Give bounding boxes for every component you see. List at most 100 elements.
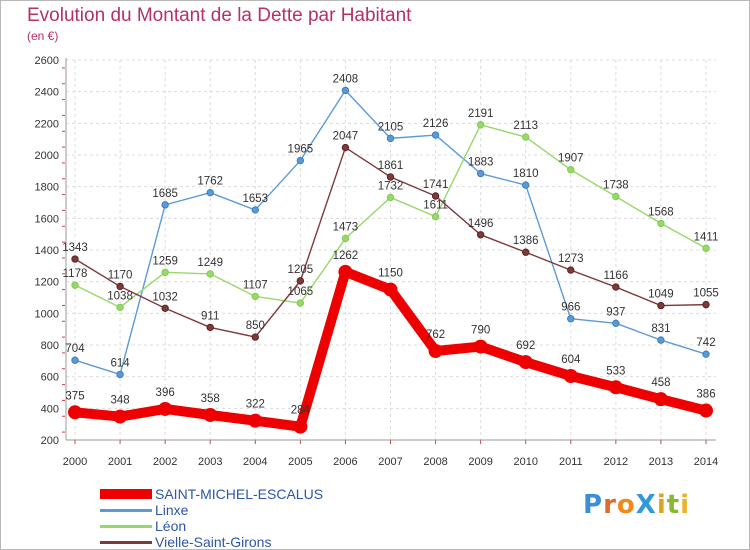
data-label-vielle-saint-girons-2007: 1861 <box>378 160 404 172</box>
series-point-saint-michel-escalus-2012 <box>608 380 623 395</box>
series-point-linxe-2008 <box>431 131 440 139</box>
series-point-vielle-saint-girons-2012 <box>612 283 620 291</box>
data-label-saint-michel-escalus-2007: 1150 <box>378 268 403 280</box>
x-tick-label-2003: 2003 <box>198 456 222 468</box>
series-point-l-on-2009 <box>476 121 485 129</box>
data-label-vielle-saint-girons-2008: 1741 <box>423 179 449 191</box>
series-point-vielle-saint-girons-2003 <box>206 323 214 332</box>
logo-letter: X <box>635 490 657 520</box>
data-label-linxe-2013: 831 <box>651 323 670 335</box>
legend-label-linxe: Linxe <box>155 502 189 518</box>
data-label-l-on-2010: 2113 <box>513 120 538 132</box>
x-tick-label-2000: 2000 <box>63 456 87 468</box>
series-point-l-on-2011 <box>567 166 575 174</box>
data-label-l-on-2004: 1107 <box>243 279 268 291</box>
series-point-l-on-2003 <box>206 270 214 278</box>
series-point-l-on-2001 <box>116 303 124 312</box>
x-tick-label-2001: 2001 <box>108 456 132 468</box>
series-point-l-on-2008 <box>431 212 440 221</box>
series-point-vielle-saint-girons-2006 <box>341 143 350 152</box>
data-label-vielle-saint-girons-2002: 1032 <box>152 291 178 303</box>
data-label-linxe-2014: 742 <box>696 337 715 349</box>
data-label-saint-michel-escalus-2004: 322 <box>246 399 265 411</box>
series-point-vielle-saint-girons-2009 <box>476 231 485 239</box>
data-label-linxe-2009: 1883 <box>468 157 494 169</box>
y-tick-label-1400: 1400 <box>35 245 59 257</box>
series-point-l-on-2012 <box>612 192 620 201</box>
data-label-linxe-2011: 966 <box>561 302 580 314</box>
series-point-linxe-2007 <box>386 134 395 143</box>
chart-title: Evolution du Montant de la Dette par Hab… <box>27 5 412 26</box>
series-point-linxe-2003 <box>206 188 214 197</box>
chart-subtitle: (en €) <box>27 29 59 43</box>
data-label-l-on-2009: 2191 <box>468 108 494 120</box>
data-label-saint-michel-escalus-2006: 1262 <box>333 250 359 262</box>
series-point-linxe-2010 <box>522 181 530 189</box>
data-label-l-on-2013: 1568 <box>648 206 674 218</box>
x-tick-label-2012: 2012 <box>604 456 628 468</box>
logo-letter: i <box>656 490 667 520</box>
series-point-vielle-saint-girons-2004 <box>251 333 259 341</box>
data-label-vielle-saint-girons-2000: 1343 <box>62 242 88 254</box>
data-label-l-on-2011: 1907 <box>558 153 584 165</box>
series-point-vielle-saint-girons-2013 <box>657 301 665 310</box>
data-label-saint-michel-escalus-2000: 375 <box>65 390 84 402</box>
data-label-linxe-2007: 2105 <box>378 121 404 133</box>
series-point-vielle-saint-girons-2010 <box>522 248 530 256</box>
data-label-l-on-2008: 1611 <box>423 200 448 212</box>
series-point-linxe-2014 <box>702 350 710 358</box>
series-point-saint-michel-escalus-2006 <box>338 264 353 279</box>
series-point-linxe-2009 <box>476 169 485 178</box>
series-point-linxe-2002 <box>161 201 169 209</box>
logo-letter: r <box>603 490 617 520</box>
legend: SAINT-MICHEL-ESCALUS Linxe Léon Vielle-Sain… <box>100 486 400 550</box>
y-tick-label-2400: 2400 <box>35 87 59 99</box>
data-label-linxe-2005: 1965 <box>288 144 314 156</box>
series-point-l-on-2005 <box>296 299 305 307</box>
series-point-l-on-2006 <box>341 234 350 243</box>
y-tick-label-1600: 1600 <box>35 213 59 225</box>
data-label-saint-michel-escalus-2005: 284 <box>291 405 311 417</box>
series-point-linxe-2001 <box>116 370 124 379</box>
data-label-saint-michel-escalus-2012: 533 <box>606 365 625 377</box>
legend-swatch-saint-michel-escalus <box>100 489 152 499</box>
data-label-linxe-2008: 2126 <box>423 118 449 130</box>
proxiti-logo: ProXiti <box>583 490 690 520</box>
data-label-l-on-2001: 1038 <box>107 290 133 302</box>
series-point-saint-michel-escalus-2014 <box>699 403 713 418</box>
data-label-linxe-2002: 1685 <box>152 188 178 200</box>
legend-swatch-l-on <box>100 524 152 528</box>
y-tick-label-1800: 1800 <box>35 182 59 194</box>
legend-item-l-on: Léon <box>100 518 400 534</box>
series-point-l-on-2013 <box>657 219 665 228</box>
legend-label-saint-michel-escalus: SAINT-MICHEL-ESCALUS <box>155 486 324 502</box>
data-label-vielle-saint-girons-2005: 1205 <box>288 264 314 276</box>
data-label-vielle-saint-girons-2006: 2047 <box>333 131 359 143</box>
series-point-linxe-2013 <box>657 336 665 344</box>
data-label-l-on-2003: 1249 <box>197 257 223 269</box>
legend-item-linxe: Linxe <box>100 502 400 518</box>
x-tick-label-2011: 2011 <box>559 456 583 468</box>
series-point-saint-michel-escalus-2008 <box>428 344 443 359</box>
y-tick-label-400: 400 <box>41 403 59 415</box>
data-label-saint-michel-escalus-2003: 358 <box>201 393 220 405</box>
data-label-vielle-saint-girons-2012: 1166 <box>603 270 628 282</box>
series-point-linxe-2011 <box>567 315 575 323</box>
x-tick-label-2004: 2004 <box>243 456 267 468</box>
series-point-l-on-2010 <box>522 133 530 141</box>
series-point-saint-michel-escalus-2004 <box>248 413 263 428</box>
data-label-vielle-saint-girons-2014: 1055 <box>693 288 719 300</box>
x-tick-label-2014: 2014 <box>694 456 718 468</box>
y-tick-label-2600: 2600 <box>35 55 59 67</box>
series-point-vielle-saint-girons-2011 <box>567 266 575 274</box>
series-point-saint-michel-escalus-2013 <box>653 392 668 407</box>
data-label-vielle-saint-girons-2013: 1049 <box>648 289 674 301</box>
data-label-saint-michel-escalus-2014: 386 <box>696 389 715 401</box>
series-point-saint-michel-escalus-2011 <box>563 369 578 384</box>
series-point-vielle-saint-girons-2002 <box>161 304 169 312</box>
x-tick-label-2005: 2005 <box>288 456 312 468</box>
series-point-linxe-2000 <box>71 356 79 364</box>
data-label-saint-michel-escalus-2010: 692 <box>516 340 535 352</box>
series-point-vielle-saint-girons-2005 <box>296 277 305 285</box>
